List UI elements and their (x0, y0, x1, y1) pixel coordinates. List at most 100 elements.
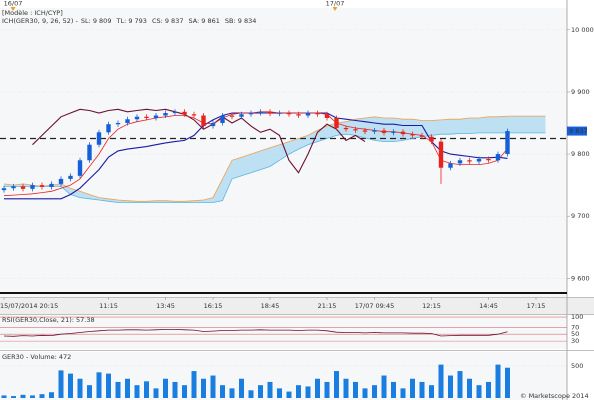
volume-panel (0, 352, 567, 400)
candle-body (49, 183, 54, 187)
candle-body (391, 131, 396, 133)
day-marker-arrow (332, 7, 338, 11)
x-tick-label: 17/07 09:45 (355, 302, 395, 310)
candle-body (96, 132, 102, 145)
candle-body (334, 118, 339, 128)
candle-body (153, 115, 159, 119)
volume-bar (362, 388, 368, 398)
candle-body (77, 160, 83, 176)
volume-bar (305, 386, 311, 398)
candle-body (381, 130, 387, 133)
candle-body (362, 130, 368, 132)
volume-bar (448, 375, 453, 398)
x-tick-label: 12:15 (422, 302, 441, 310)
candle-body (58, 178, 64, 184)
candle-body (172, 111, 178, 114)
indicator-line (4, 132, 546, 203)
day-marker: 16/07 (4, 0, 23, 8)
volume-bar (220, 385, 225, 398)
x-tick-label: 21:15 (318, 302, 337, 310)
y-tick-label: 10 000 (571, 26, 594, 34)
volume-bar (505, 367, 510, 398)
time-axis-band (0, 298, 594, 314)
y-tick-label: 100 (571, 313, 583, 321)
volume-bar (30, 395, 35, 398)
rsi-panel (0, 315, 567, 349)
volume-bar (286, 391, 292, 398)
y-tick-label: 500 (571, 362, 583, 370)
x-tick-label: 14:45 (479, 302, 498, 310)
header: [Modèle : ICH/CYP] (2, 9, 63, 17)
y-tick-label: 70 (571, 323, 579, 331)
indicator-label: ICH(GER30, 9, 26, 52) - (2, 17, 78, 25)
candle-body (343, 127, 349, 130)
legend-entry: SL: 9 809 (81, 17, 112, 25)
candle-body (106, 124, 111, 133)
volume-bar (134, 385, 140, 398)
candle-body (410, 134, 415, 136)
legend-entry: TL: 9 793 (115, 17, 146, 25)
candle-body (258, 111, 263, 114)
candle-body (39, 185, 45, 187)
volume-bar (372, 385, 377, 398)
candle-body (495, 154, 501, 161)
volume-bar (334, 371, 339, 398)
volume-bar (11, 396, 16, 398)
panel-title: GER30 - Volume: 472 (2, 353, 71, 361)
volume-bar (77, 378, 83, 398)
volume-bar (163, 378, 168, 398)
volume-bar (68, 373, 73, 398)
volume-bar (429, 385, 434, 398)
last-price-box (567, 126, 587, 136)
candle-body (30, 185, 35, 189)
candle-body (201, 115, 206, 127)
volume-bar (201, 378, 206, 398)
candle-body (353, 129, 358, 131)
candle-body (467, 160, 472, 162)
last-price-label: 9 837 (569, 127, 588, 135)
candle-body (115, 122, 121, 125)
volume-bar (106, 373, 111, 398)
volume-bar (267, 381, 273, 398)
volume-bar (248, 390, 254, 398)
volume-bar (1, 395, 7, 398)
volume-bar (182, 385, 187, 398)
y-tick-label: 9 600 (571, 274, 590, 282)
candle-body (486, 159, 491, 161)
candle-body (476, 159, 482, 162)
candle-body (457, 160, 463, 164)
volume-bar (381, 375, 387, 398)
volume-bar (467, 378, 472, 398)
x-tick-label: 17:15 (527, 302, 546, 310)
volume-bar (495, 364, 501, 398)
candle-body (296, 114, 301, 116)
volume-bar (96, 372, 102, 398)
volume-bar (49, 392, 54, 398)
candle-body (134, 116, 140, 120)
legend-entry: SA: 9 861 (188, 17, 219, 25)
x-tick-label: 18:45 (261, 302, 280, 310)
volume-bar (410, 378, 415, 398)
indicator-line (4, 112, 508, 200)
candle-body (400, 131, 406, 135)
indicator-line (3, 115, 546, 202)
volume-bar (20, 394, 26, 398)
x-tick-label: 15/07/2014 20:15 (0, 302, 58, 310)
volume-bar (277, 388, 282, 398)
volume-bar (229, 388, 235, 398)
candle-body (239, 114, 244, 117)
candle-body (448, 163, 453, 168)
x-tick-label: 16:15 (204, 302, 223, 310)
candle-body (429, 136, 434, 142)
candle-body (248, 113, 254, 115)
volume-bar (115, 381, 121, 398)
volume-bar (438, 364, 444, 398)
y-tick-label: 9 800 (571, 150, 590, 158)
candle-body (220, 115, 225, 123)
y-tick-label: 9 700 (571, 212, 590, 220)
day-marker-arrow (10, 7, 16, 11)
candle-body (163, 113, 168, 116)
rsi-line (3, 329, 508, 337)
y-tick-label: 50 (571, 330, 579, 338)
